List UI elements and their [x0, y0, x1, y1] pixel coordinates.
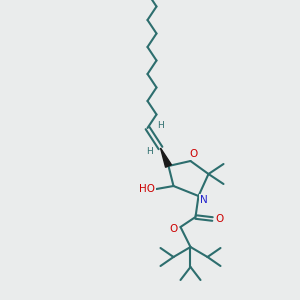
Text: N: N: [200, 195, 207, 205]
Text: O: O: [169, 224, 178, 234]
Text: O: O: [215, 214, 223, 224]
Polygon shape: [160, 148, 171, 167]
Text: H: H: [157, 122, 164, 130]
Text: H: H: [146, 146, 153, 155]
Text: HO: HO: [140, 184, 155, 194]
Text: O: O: [189, 149, 198, 159]
